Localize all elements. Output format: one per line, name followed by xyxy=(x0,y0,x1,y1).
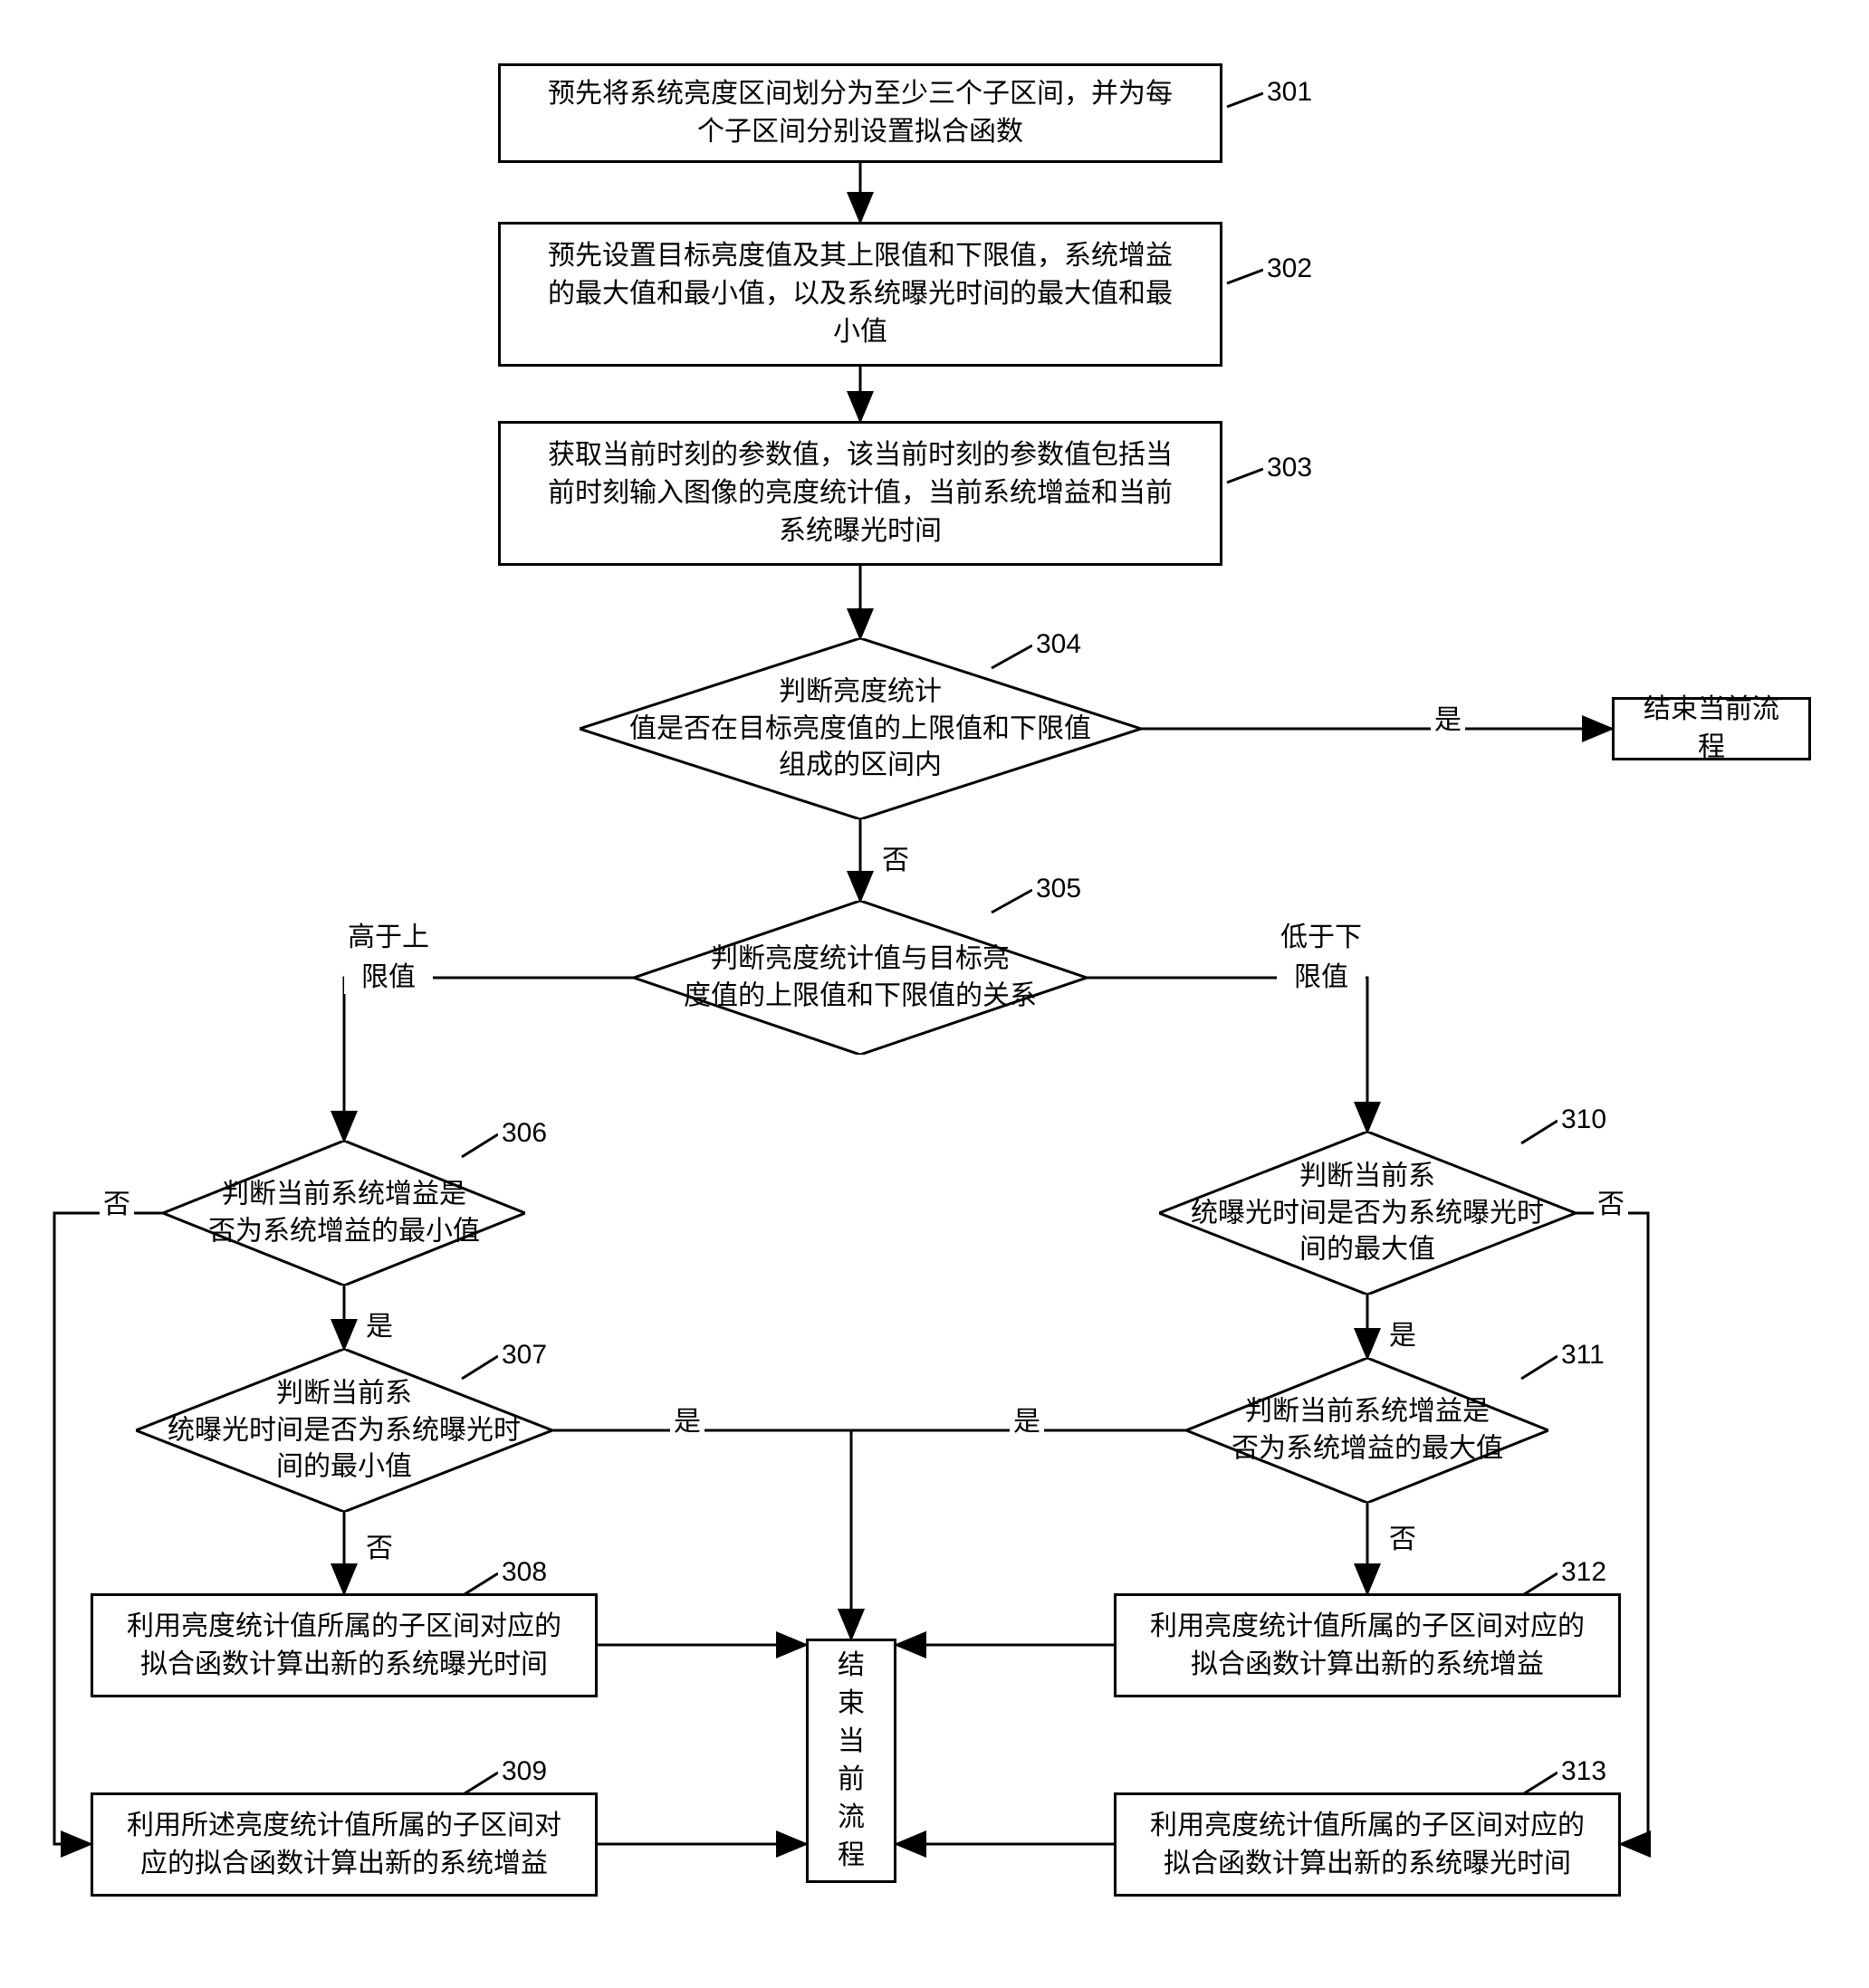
branch-label-l_below: 低于下限值 xyxy=(1277,914,1366,994)
decision-d305: 判断亮度统计值与目标亮度值的上限值和下限值的关系 xyxy=(634,901,1087,1055)
step-number-n309: 309 xyxy=(498,1756,551,1787)
process-box-b303: 获取当前时刻的参数值，该当前时刻的参数值包括当前时刻输入图像的亮度统计值，当前系… xyxy=(498,421,1222,566)
process-box-bend2: 结束当前流程 xyxy=(806,1639,896,1883)
step-number-n311: 311 xyxy=(1558,1340,1608,1371)
branch-label-l_no_304: 否 xyxy=(878,837,913,877)
branch-label-l_no_311: 否 xyxy=(1385,1516,1420,1556)
decision-d311: 判断当前系统增益是否为系统增益的最大值 xyxy=(1186,1358,1548,1503)
process-box-b308: 利用亮度统计值所属的子区间对应的拟合函数计算出新的系统曝光时间 xyxy=(91,1593,598,1697)
step-number-n303: 303 xyxy=(1263,453,1316,483)
process-box-b312: 利用亮度统计值所属的子区间对应的拟合函数计算出新的系统增益 xyxy=(1114,1593,1621,1697)
step-number-n310: 310 xyxy=(1558,1104,1610,1135)
num-connector-n303 xyxy=(1227,469,1263,483)
step-number-n306: 306 xyxy=(498,1118,551,1149)
num-connector-n302 xyxy=(1227,270,1263,283)
branch-label-l_yes_311: 是 xyxy=(1010,1399,1044,1438)
step-number-n302: 302 xyxy=(1263,253,1316,284)
num-connector-n301 xyxy=(1227,93,1263,107)
branch-label-l_no_307: 否 xyxy=(362,1525,397,1565)
branch-label-l_no_306: 否 xyxy=(100,1181,134,1221)
step-number-n313: 313 xyxy=(1558,1756,1610,1787)
branch-label-l_yes_310: 是 xyxy=(1385,1313,1420,1352)
branch-label-l_yes_304: 是 xyxy=(1431,697,1465,737)
edge-d310-b313 xyxy=(1576,1213,1648,1844)
process-box-b302: 预先设置目标亮度值及其上限值和下限值，系统增益的最大值和最小值，以及系统曝光时间… xyxy=(498,222,1222,367)
edge-d305-d306 xyxy=(344,978,634,1141)
process-box-b301: 预先将系统亮度区间划分为至少三个子区间，并为每个子区间分别设置拟合函数 xyxy=(498,63,1222,163)
edge-d306-b309 xyxy=(54,1213,163,1844)
step-number-n312: 312 xyxy=(1558,1557,1610,1588)
branch-label-l_yes_307: 是 xyxy=(670,1399,704,1438)
branch-label-l_no_310: 否 xyxy=(1594,1181,1628,1221)
step-number-n301: 301 xyxy=(1263,77,1316,108)
decision-d304: 判断亮度统计值是否在目标亮度值的上限值和下限值组成的区间内 xyxy=(580,638,1141,819)
step-number-n308: 308 xyxy=(498,1557,551,1588)
process-box-b309: 利用所述亮度统计值所属的子区间对应的拟合函数计算出新的系统增益 xyxy=(91,1792,598,1897)
step-number-n305: 305 xyxy=(1032,874,1085,904)
branch-label-l_yes_306: 是 xyxy=(362,1304,397,1343)
decision-d310: 判断当前系统曝光时间是否为系统曝光时间的最大值 xyxy=(1159,1132,1576,1295)
process-box-b313: 利用亮度统计值所属的子区间对应的拟合函数计算出新的系统曝光时间 xyxy=(1114,1792,1621,1897)
step-number-n307: 307 xyxy=(498,1340,551,1371)
step-number-n304: 304 xyxy=(1032,629,1085,660)
edge-d305-d310 xyxy=(1087,978,1367,1132)
branch-label-l_above: 高于上限值 xyxy=(344,914,433,994)
process-box-bend1: 结束当前流程 xyxy=(1612,697,1811,760)
decision-d306: 判断当前系统增益是否为系统增益的最小值 xyxy=(163,1141,525,1286)
decision-d307: 判断当前系统曝光时间是否为系统曝光时间的最小值 xyxy=(136,1349,552,1512)
